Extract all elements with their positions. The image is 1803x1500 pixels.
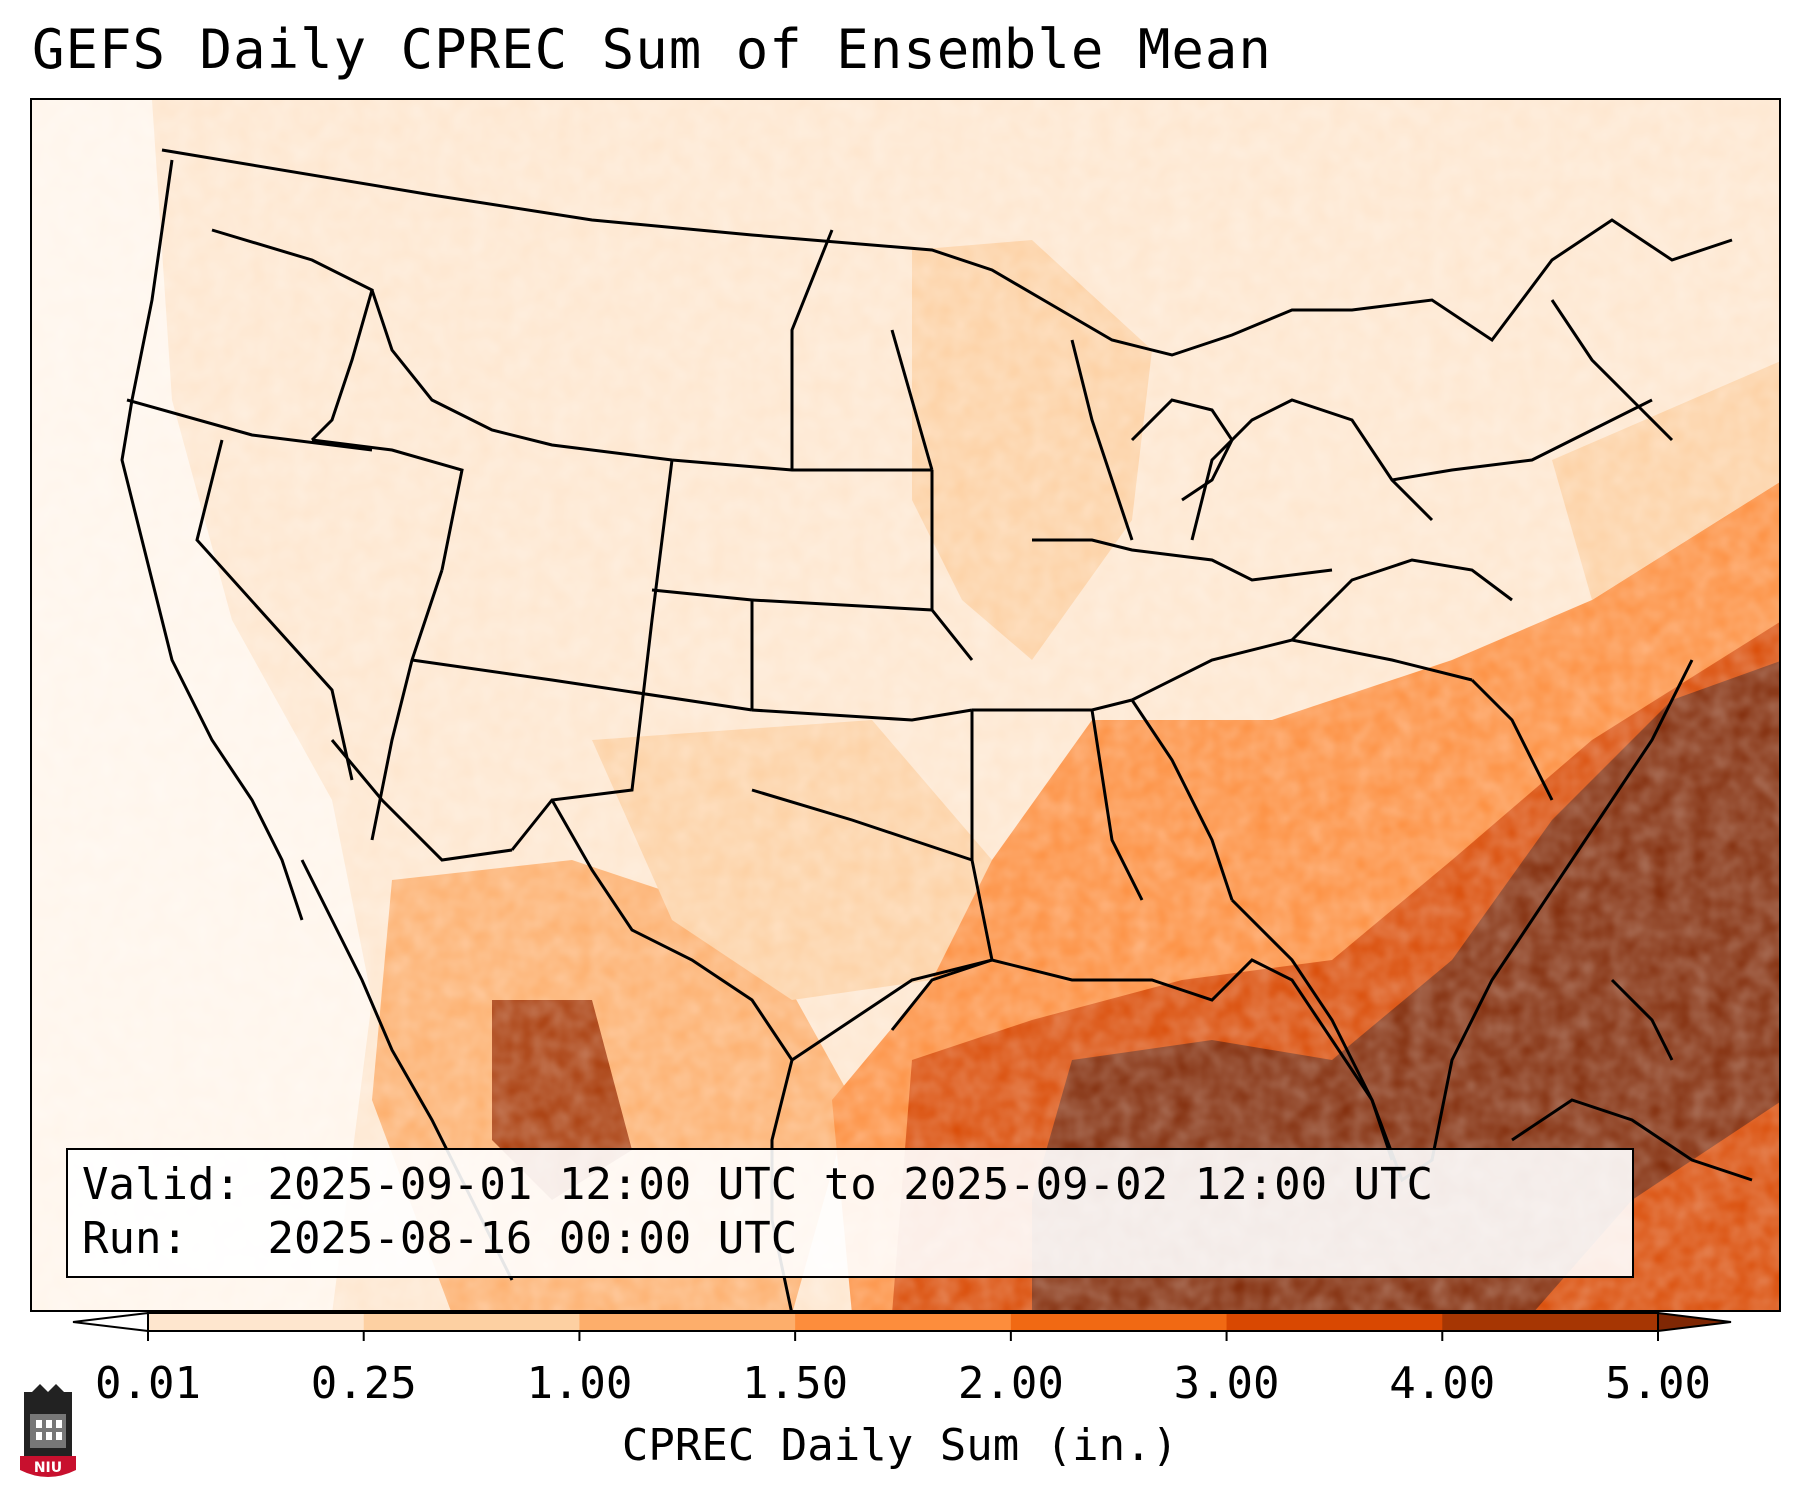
valid-time-range: 2025-09-01 12:00 UTC to 2025-09-02 12:00…: [267, 1159, 1434, 1210]
state-borders: [120, 148, 1753, 1310]
colorbar-title: CPREC Daily Sum (in.): [621, 1420, 1179, 1471]
map-panel: [30, 98, 1781, 1312]
colorbar-segment: [1226, 1313, 1443, 1331]
colorbar-segment: [579, 1313, 796, 1331]
colorbar-under-arrow: [72, 1311, 149, 1333]
precip-map: [32, 100, 1779, 1310]
colorbar-segment: [148, 1313, 365, 1331]
niu-logo: NIU: [20, 1384, 76, 1477]
valid-run-info-box: Valid: 2025-09-01 12:00 UTC to 2025-09-0…: [66, 1148, 1634, 1278]
colorbar-tick-label: 2.00: [957, 1358, 1064, 1409]
colorbar-tick-label: 0.25: [310, 1358, 417, 1409]
colorbar-tick-label: 1.00: [526, 1358, 633, 1409]
valid-label: Valid:: [82, 1159, 241, 1210]
colorbar-segment: [1010, 1313, 1228, 1331]
page-title: GEFS Daily CPREC Sum of Ensemble Mean: [32, 18, 1272, 81]
precip-texture: [32, 100, 1779, 1310]
colorbar-segment: [1442, 1313, 1659, 1331]
niu-logo-text: NIU: [34, 1460, 62, 1476]
colorbar-segment: [795, 1313, 1012, 1331]
colorbar-tick-label: 1.50: [742, 1358, 849, 1409]
colorbar-over-arrow: [1657, 1311, 1732, 1333]
colorbar-tick-label: 4.00: [1389, 1358, 1496, 1409]
colorbar-segment: [363, 1313, 580, 1331]
run-label: Run:: [82, 1213, 188, 1264]
colorbar-tick-label: 5.00: [1605, 1358, 1711, 1409]
colorbar-tick-label: 0.01: [95, 1358, 201, 1409]
run-time: 2025-08-16 00:00 UTC: [267, 1213, 798, 1264]
colorbar-frame: [147, 1312, 1659, 1332]
colorbar-tick-label: 3.00: [1173, 1358, 1280, 1409]
